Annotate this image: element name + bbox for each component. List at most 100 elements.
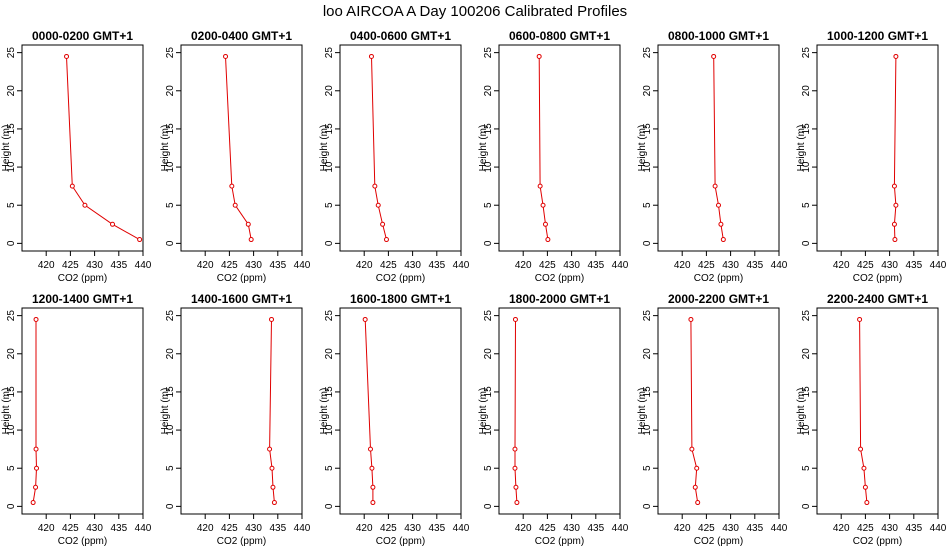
x-tick-label: 420 (515, 260, 532, 271)
panels-group: 0000-0200 GMT+1 420 425 430 435 440 0 5 10 15 20 25… (1, 29, 947, 547)
data-point (893, 53, 899, 59)
y-tick-label: 0 (165, 503, 176, 509)
chart-panel: 0400-0600 GMT+1 420 425 430 435 440 0 5 10 15 20 25… (319, 29, 470, 284)
data-point (369, 465, 375, 471)
data-point (857, 316, 863, 322)
data-point (110, 221, 116, 227)
y-axis-label: Height (m) (1, 388, 12, 435)
x-tick-label: 420 (674, 260, 691, 271)
y-tick-label: 20 (165, 85, 176, 97)
data-point (540, 202, 546, 208)
x-tick-label: 430 (563, 523, 580, 534)
y-tick-label: 5 (483, 202, 494, 208)
x-tick-label: 425 (698, 523, 715, 534)
data-point (545, 237, 551, 243)
y-tick-label: 15 (6, 123, 17, 135)
x-tick-label: 430 (722, 260, 739, 271)
x-tick-label: 435 (587, 260, 604, 271)
y-tick-label: 5 (6, 202, 17, 208)
chart-panel: 2200-2400 GMT+1 420 425 430 435 440 0 5 10 15 20 25… (796, 292, 947, 547)
x-tick-label: 435 (110, 523, 127, 534)
data-point (711, 53, 717, 59)
plot-frame (339, 44, 462, 252)
panel-title: 0200-0400 GMT+1 (191, 29, 292, 43)
chart-panel: 0000-0200 GMT+1 420 425 430 435 440 0 5 10 15 20 25… (1, 29, 152, 284)
plot-frame (21, 307, 144, 515)
x-tick-label: 430 (245, 260, 262, 271)
y-tick-label: 10 (483, 161, 494, 173)
data-point (269, 316, 275, 322)
x-axis-label: CO2 (ppm) (376, 273, 425, 284)
data-point (34, 465, 40, 471)
y-tick-label: 0 (642, 503, 653, 509)
data-point (694, 465, 700, 471)
y-tick-label: 5 (165, 202, 176, 208)
data-point (375, 202, 381, 208)
y-tick-label: 0 (324, 503, 335, 509)
data-point (536, 53, 542, 59)
x-tick-label: 430 (404, 523, 421, 534)
plot-frame (816, 44, 939, 252)
y-tick-label: 10 (324, 424, 335, 436)
x-axis-label: CO2 (ppm) (217, 273, 266, 284)
x-tick-label: 420 (674, 523, 691, 534)
x-tick-label: 430 (245, 523, 262, 534)
x-tick-label: 435 (269, 523, 286, 534)
y-tick-label: 15 (801, 386, 812, 398)
data-point (542, 221, 548, 227)
y-tick-label: 20 (642, 85, 653, 97)
x-tick-label: 440 (612, 523, 629, 534)
plot-frame (21, 44, 144, 252)
data-point (69, 183, 75, 189)
y-tick-label: 25 (642, 47, 653, 59)
data-point (33, 484, 39, 490)
y-tick-label: 25 (801, 47, 812, 59)
x-tick-label: 425 (221, 523, 238, 534)
y-axis-label: Height (m) (319, 388, 330, 435)
x-tick-label: 440 (771, 523, 788, 534)
data-point (512, 316, 518, 322)
x-tick-label: 435 (746, 523, 763, 534)
chart-panel: 1600-1800 GMT+1 420 425 430 435 440 0 5 10 15 20 25… (319, 292, 470, 547)
data-point (688, 316, 694, 322)
y-tick-label: 5 (483, 465, 494, 471)
y-tick-label: 5 (642, 202, 653, 208)
panel-title: 2000-2200 GMT+1 (668, 292, 769, 306)
y-tick-label: 25 (324, 310, 335, 322)
y-tick-label: 20 (324, 348, 335, 360)
x-tick-label: 420 (515, 523, 532, 534)
x-tick-label: 440 (135, 260, 152, 271)
x-axis-label: CO2 (ppm) (58, 536, 107, 547)
y-tick-label: 20 (165, 348, 176, 360)
y-tick-label: 20 (642, 348, 653, 360)
data-point (64, 53, 70, 59)
data-point (862, 484, 868, 490)
y-tick-label: 0 (324, 240, 335, 246)
x-axis-label: CO2 (ppm) (217, 536, 266, 547)
y-tick-label: 25 (324, 47, 335, 59)
y-axis-label: Height (m) (478, 125, 489, 172)
x-tick-label: 430 (881, 260, 898, 271)
data-point (370, 484, 376, 490)
data-point (718, 221, 724, 227)
chart-panel: 1400-1600 GMT+1 420 425 430 435 440 0 5 10 15 20 25… (160, 292, 311, 547)
y-axis-label: Height (m) (478, 388, 489, 435)
panel-title: 2200-2400 GMT+1 (827, 292, 928, 306)
data-point (33, 316, 39, 322)
x-tick-label: 440 (612, 260, 629, 271)
y-axis-label: Height (m) (796, 388, 807, 435)
y-axis-label: Height (m) (160, 125, 171, 172)
data-point (380, 221, 386, 227)
data-point (33, 446, 39, 452)
y-tick-label: 10 (483, 424, 494, 436)
y-tick-label: 25 (6, 47, 17, 59)
x-tick-label: 425 (857, 523, 874, 534)
x-tick-label: 420 (38, 523, 55, 534)
y-tick-label: 10 (6, 424, 17, 436)
data-point (362, 316, 368, 322)
y-tick-label: 10 (324, 161, 335, 173)
panel-title: 1400-1600 GMT+1 (191, 292, 292, 306)
data-point (368, 53, 374, 59)
y-tick-label: 10 (6, 161, 17, 173)
